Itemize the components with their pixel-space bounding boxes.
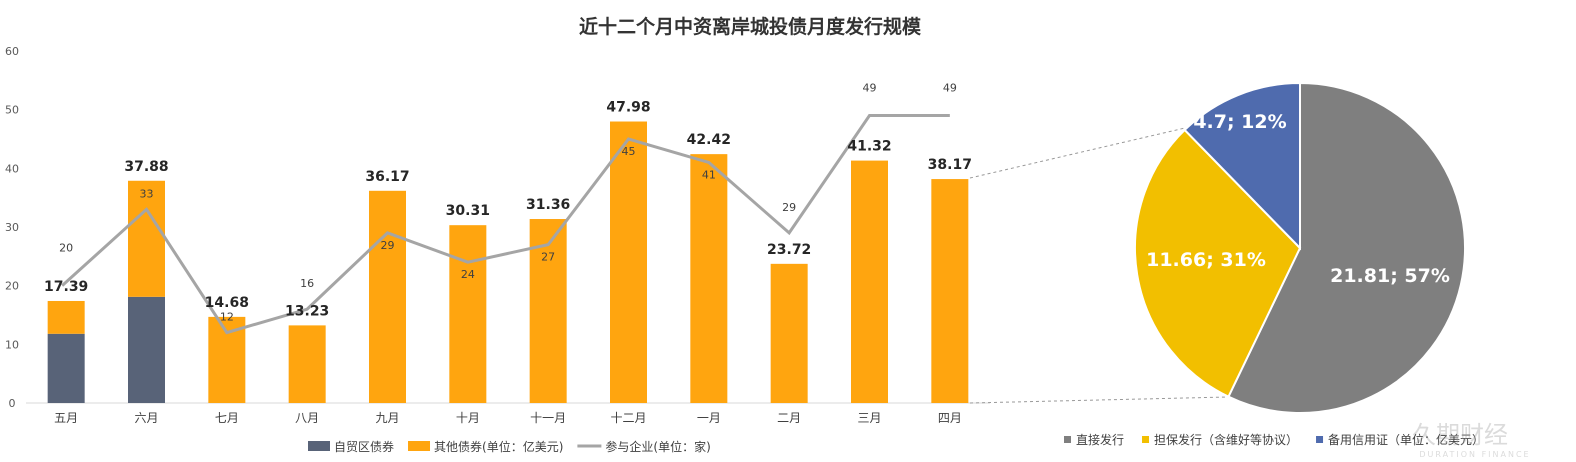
x-tick-label: 八月 (295, 411, 319, 425)
bar-other-bond (128, 180, 165, 297)
pie-data-label: 11.66; 31% (1146, 249, 1266, 271)
line-point-label: 49 (863, 82, 877, 95)
pie-legend-label: 备用信用证（单位：亿美元） (1328, 432, 1484, 447)
x-tick-label: 五月 (54, 411, 78, 425)
pie-data-label: 21.81; 57% (1330, 265, 1450, 287)
pie-slice (1134, 128, 1302, 399)
x-tick-label: 七月 (215, 411, 239, 425)
watermark: 久期财经 DURATION FINANCE (1412, 421, 1530, 459)
line-point-label: 20 (59, 242, 73, 255)
y-tick-label: 10 (5, 338, 19, 351)
pie-legend-swatch (1142, 436, 1150, 443)
bar-total-label: 30.31 (446, 203, 490, 219)
x-tick-label: 十一月 (530, 411, 566, 425)
bar-total-label: 47.98 (606, 100, 650, 116)
legend-swatch (408, 441, 431, 451)
y-tick-label: 30 (5, 221, 19, 234)
connector-line (969, 396, 1229, 404)
y-tick-label: 60 (5, 45, 19, 58)
x-tick-label: 三月 (857, 411, 881, 425)
legend-label: 自贸区债券 (334, 439, 394, 454)
line-point-label: 29 (381, 239, 395, 252)
line-point-label: 29 (782, 201, 796, 214)
x-tick-label: 十二月 (610, 411, 646, 425)
line-point-label: 45 (622, 145, 636, 158)
bar-other-bond (449, 225, 487, 403)
line-point-label: 16 (300, 277, 314, 290)
pie-legend-swatch (1064, 436, 1071, 443)
line-point-label: 33 (140, 187, 154, 200)
pie-data-label: 4.7; 12% (1193, 111, 1286, 133)
x-tick-label: 二月 (777, 411, 801, 425)
bar-other-bond (931, 179, 969, 403)
bar-total-label: 23.72 (767, 242, 811, 258)
x-tick-label: 六月 (134, 411, 158, 425)
line-point-label: 41 (702, 168, 716, 181)
bar-total-label: 14.68 (205, 295, 249, 311)
pie-legend-label: 担保发行（含维好等协议） (1154, 432, 1298, 447)
line-point-label: 27 (541, 251, 555, 264)
pie-legend-swatch (1316, 436, 1324, 443)
chart-title: 近十二个月中资离岸城投债月度发行规模 (579, 15, 922, 38)
bar-ftz-bond (128, 296, 165, 403)
line-point-label: 24 (461, 268, 475, 281)
bar-total-label: 13.23 (285, 303, 329, 319)
bar-total-label: 41.32 (847, 139, 891, 155)
x-tick-label: 一月 (697, 411, 721, 425)
line-point-label: 49 (943, 82, 957, 95)
bar-total-label: 37.88 (124, 159, 168, 175)
x-tick-label: 四月 (938, 411, 962, 425)
bar-other-bond (770, 263, 808, 403)
bar-ftz-bond (47, 333, 85, 403)
bar-other-bond (690, 154, 728, 403)
pie-legend-label: 直接发行 (1076, 432, 1124, 447)
watermark-cn: 久期财经 (1412, 421, 1508, 449)
bar-other-bond (610, 121, 647, 403)
bar-other-bond (288, 325, 326, 403)
x-tick-label: 十月 (456, 411, 480, 425)
bar-other-bond (47, 300, 85, 334)
legend-swatch (308, 441, 330, 451)
legend-label: 其他债券(单位：亿美元) (434, 439, 563, 454)
pie-slice (1183, 81, 1301, 251)
bar-total-label: 31.36 (526, 197, 570, 213)
bar-total-label: 38.17 (928, 157, 972, 173)
pie-slice (1227, 81, 1466, 414)
legend-label: 参与企业(单位：家) (605, 439, 710, 454)
participants-line (61, 114, 950, 335)
y-tick-label: 40 (5, 162, 19, 175)
bar-other-bond (529, 219, 567, 403)
bar-other-bond (851, 160, 888, 403)
x-tick-label: 九月 (375, 411, 399, 425)
connector-line (969, 127, 1186, 179)
bar-total-label: 36.17 (365, 169, 409, 185)
line-point-label: 12 (220, 311, 234, 324)
bar-total-label: 42.42 (687, 132, 731, 148)
y-tick-label: 0 (9, 397, 16, 410)
y-tick-label: 50 (5, 104, 19, 117)
watermark-en: DURATION FINANCE (1419, 450, 1530, 459)
bar-total-label: 17.39 (44, 279, 88, 295)
bar-other-bond (369, 190, 406, 403)
y-tick-label: 20 (5, 280, 19, 293)
